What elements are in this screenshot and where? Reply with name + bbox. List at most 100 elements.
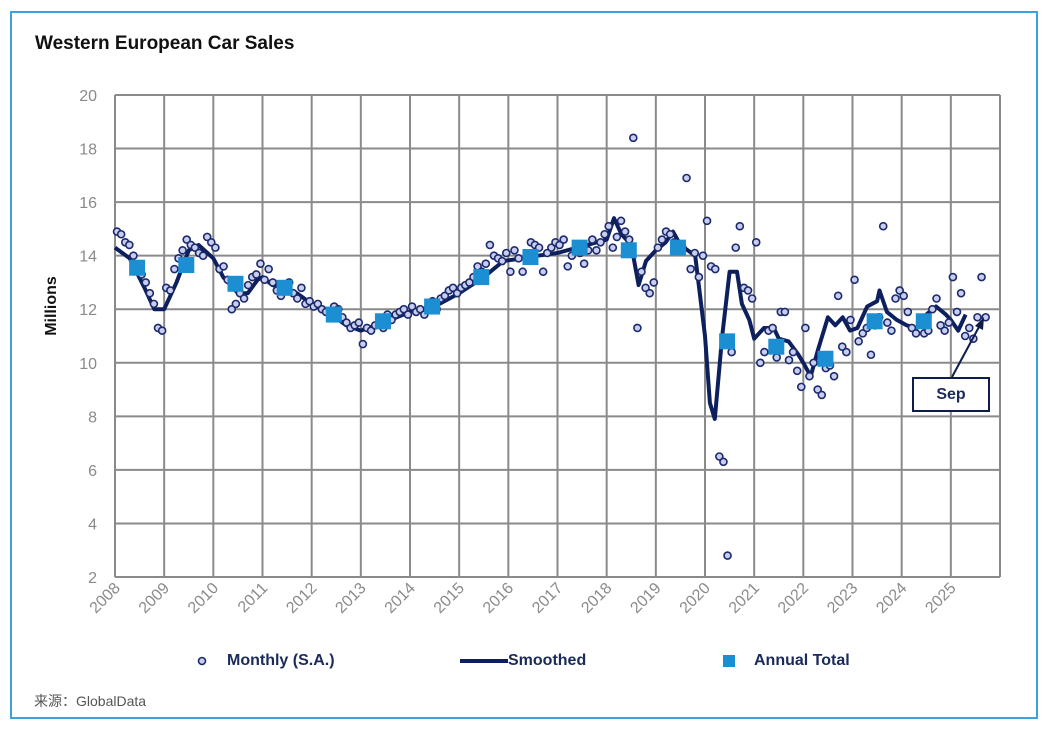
monthly-point — [604, 221, 614, 231]
x-tick-label: 2009 — [136, 580, 173, 617]
monthly-point — [817, 390, 827, 400]
annual-marker-icon — [723, 655, 735, 667]
monthly-point — [620, 227, 630, 236]
monthly-point — [727, 347, 736, 357]
chart-frame — [10, 11, 1038, 719]
monthly-point — [465, 278, 474, 287]
monthly-point — [293, 294, 302, 303]
monthly-point — [616, 216, 626, 226]
annual-marker — [866, 313, 883, 330]
monthly-point — [563, 262, 573, 271]
monthly-point — [731, 243, 741, 252]
monthly-point — [182, 235, 192, 244]
monthly-point — [497, 256, 507, 266]
monthly-point — [149, 299, 159, 309]
monthly-point — [239, 294, 249, 303]
monthly-point — [895, 286, 904, 295]
monthly-point — [366, 326, 376, 335]
monthly-point — [633, 323, 642, 333]
monthly-point — [358, 339, 368, 349]
monthly-point — [723, 551, 732, 560]
monthly-point — [243, 280, 253, 290]
monthly-point — [190, 243, 200, 252]
y-tick-label: 18 — [79, 142, 97, 159]
monthly-point — [903, 307, 913, 317]
monthly-point — [960, 331, 970, 341]
monthly-point — [440, 291, 450, 301]
monthly-point — [784, 355, 794, 365]
x-tick-label: 2016 — [480, 580, 517, 617]
annual-marker — [768, 338, 785, 355]
annual-marker — [669, 239, 686, 256]
x-tick-label: 2021 — [726, 580, 763, 617]
monthly-point — [538, 267, 548, 277]
monthly-point — [313, 299, 323, 309]
monthly-point — [415, 304, 425, 314]
monthly-point — [735, 221, 745, 231]
monthly-point — [768, 323, 777, 333]
monthly-point — [850, 275, 859, 285]
monthly-point — [542, 248, 552, 258]
monthly-point — [751, 237, 761, 247]
chart-title: Western European Car Sales — [35, 33, 295, 54]
monthly-point — [944, 318, 954, 327]
annual-marker — [276, 279, 293, 296]
monthly-point — [710, 264, 720, 274]
monthly-point — [256, 259, 265, 269]
monthly-point — [792, 366, 802, 376]
monthly-point — [899, 291, 909, 301]
x-tick-label: 2018 — [578, 580, 615, 617]
annual-marker — [620, 242, 637, 259]
monthly-point — [297, 283, 306, 293]
monthly-point — [772, 353, 782, 362]
monthly-point — [452, 288, 462, 298]
x-tick-label: 2019 — [627, 580, 664, 617]
monthly-point — [813, 385, 822, 394]
monthly-point — [702, 216, 712, 226]
monthly-point — [788, 347, 798, 357]
y-tick-label: 8 — [88, 409, 97, 426]
monthly-point — [612, 232, 622, 242]
monthly-point — [952, 307, 962, 317]
monthly-point — [588, 235, 597, 244]
monthly-point — [198, 251, 208, 260]
monthly-marker-icon — [197, 656, 207, 666]
monthly-point — [649, 278, 659, 287]
smoothed-line-icon — [460, 659, 508, 663]
annotation-arrow — [951, 324, 981, 378]
monthly-point — [547, 243, 556, 252]
monthly-point — [657, 235, 667, 244]
monthly-point — [628, 133, 638, 143]
legend-item-annual: Annual Total — [722, 652, 850, 670]
monthly-point — [719, 457, 728, 467]
monthly-point — [977, 272, 986, 282]
monthly-point — [801, 323, 810, 333]
monthly-point — [846, 315, 855, 325]
monthly-point — [682, 173, 691, 183]
annual-marker — [227, 275, 244, 292]
monthly-point — [842, 347, 851, 357]
monthly-point — [501, 248, 511, 258]
annual-marker — [325, 306, 342, 323]
monthly-point — [211, 243, 220, 252]
y-tick-label: 20 — [79, 88, 97, 105]
annual-marker — [817, 350, 834, 367]
x-tick-label: 2014 — [382, 580, 419, 617]
monthly-point — [698, 251, 708, 260]
monthly-point — [911, 329, 921, 338]
monthly-point — [973, 312, 982, 322]
x-tick-label: 2013 — [332, 580, 369, 617]
annual-marker — [424, 298, 441, 315]
y-tick-label: 2 — [88, 570, 97, 587]
x-tick-label: 2010 — [185, 580, 222, 617]
monthly-point — [600, 229, 609, 239]
monthly-point — [448, 283, 458, 293]
monthly-point — [756, 358, 765, 368]
monthly-point — [129, 251, 138, 260]
y-tick-label: 14 — [79, 249, 97, 266]
monthly-point — [948, 272, 958, 282]
monthly-point — [805, 371, 814, 381]
y-tick-label: 6 — [88, 463, 97, 480]
monthly-point — [559, 235, 568, 244]
monthly-point — [641, 283, 650, 293]
